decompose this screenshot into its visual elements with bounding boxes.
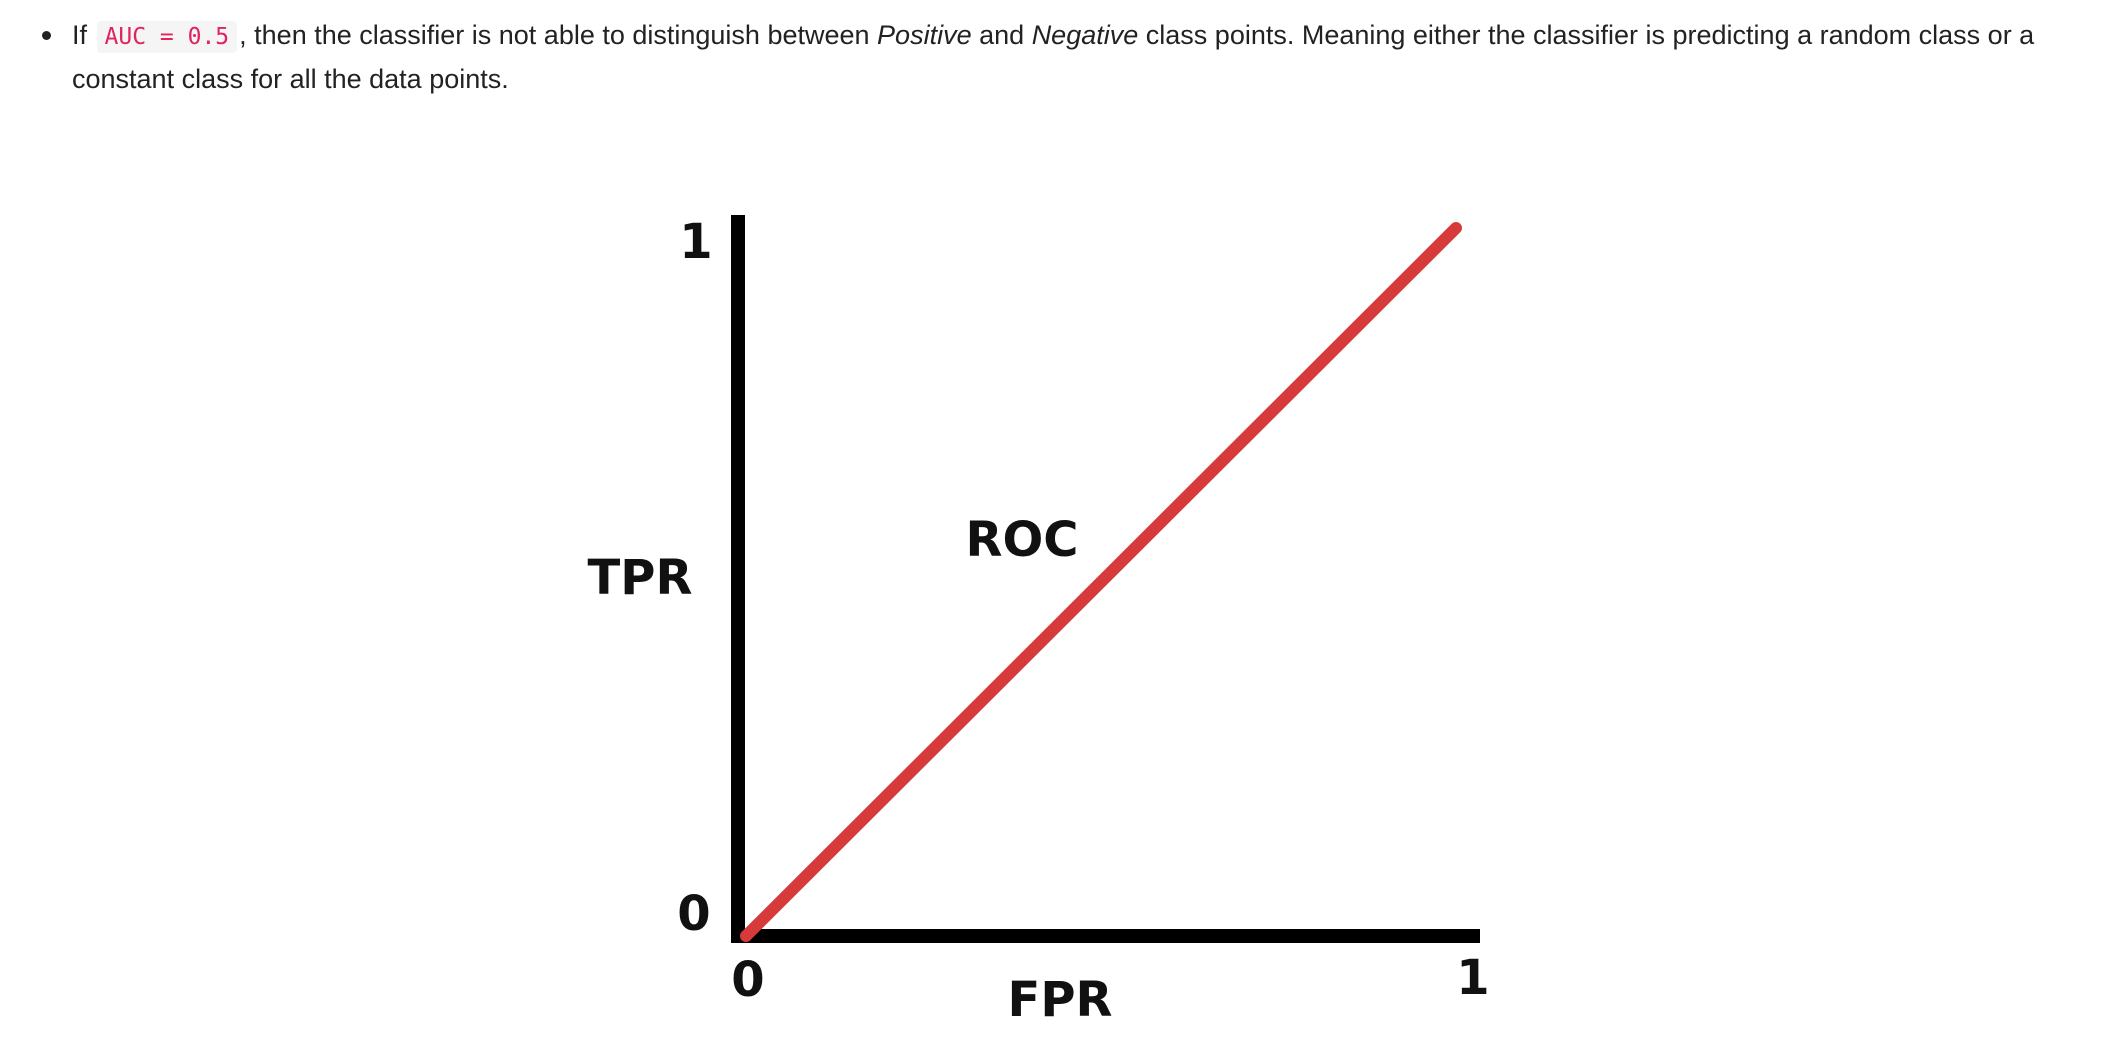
y-tick-label-max: 1 [679, 214, 712, 270]
term-positive: Positive [877, 20, 972, 50]
x-tick-label-max: 1 [1456, 950, 1489, 1006]
x-tick-label-min: 0 [731, 952, 764, 1008]
inline-code-auc: AUC = 0.5 [96, 21, 238, 53]
paragraph-text-2: class points. Meaning either the classif… [72, 20, 2035, 94]
paragraph-text-1: , then the classifier is not able to dis… [239, 20, 870, 50]
bullet-icon [42, 31, 51, 40]
roc-series-label: ROC [966, 512, 1079, 568]
list-item: If AUC = 0.5, then the classifier is not… [40, 14, 2110, 100]
bullet-list: If AUC = 0.5, then the classifier is not… [40, 14, 2110, 100]
term-negative: Negative [1031, 20, 1139, 50]
x-axis-label: FPR [1008, 972, 1113, 1028]
paragraph-and: and [979, 20, 1025, 50]
paragraph-prefix: If [72, 20, 88, 50]
y-tick-label-min: 0 [677, 886, 710, 942]
y-axis-label: TPR [588, 550, 693, 606]
roc-series-line [740, 222, 1462, 942]
